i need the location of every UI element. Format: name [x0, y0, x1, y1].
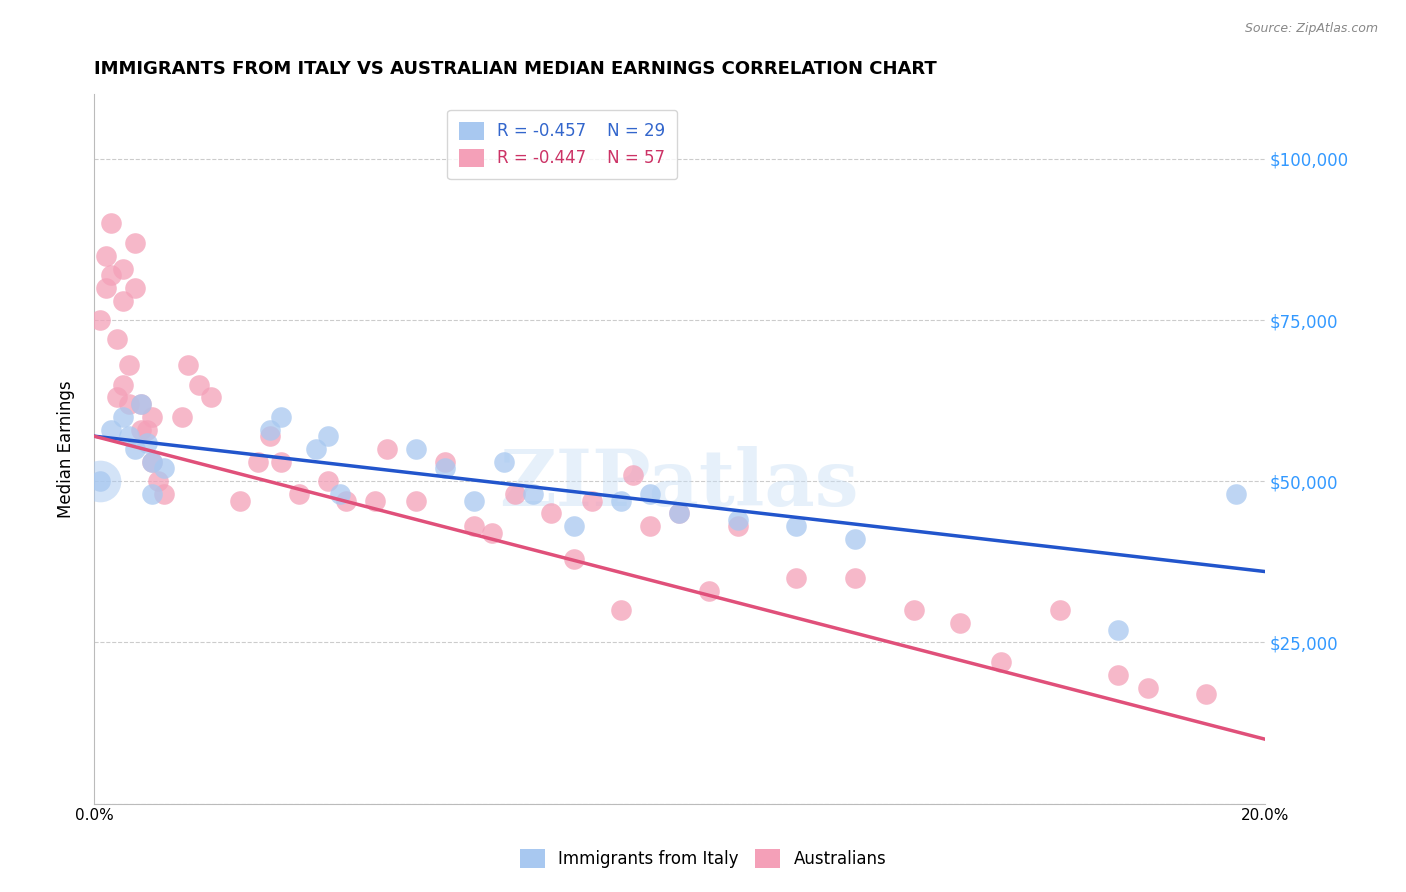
Point: [405, 493, 427, 508]
Point: [153, 487, 176, 501]
Point: [100, 423, 122, 437]
Point: [141, 455, 163, 469]
Point: [562, 519, 585, 533]
Point: [405, 442, 427, 456]
Point: [118, 397, 141, 411]
Point: [610, 603, 633, 617]
Point: [844, 533, 866, 547]
Point: [727, 519, 749, 533]
Point: [89, 313, 111, 327]
Point: [100, 268, 122, 282]
Point: [335, 493, 357, 508]
Point: [176, 358, 198, 372]
Point: [329, 487, 352, 501]
Point: [89, 475, 111, 489]
Point: [246, 455, 269, 469]
Point: [188, 377, 211, 392]
Point: [270, 409, 292, 424]
Point: [668, 507, 690, 521]
Point: [785, 519, 807, 533]
Point: [463, 493, 485, 508]
Point: [316, 429, 339, 443]
Point: [1107, 623, 1129, 637]
Point: [288, 487, 311, 501]
Point: [434, 455, 457, 469]
Point: [153, 461, 176, 475]
Point: [129, 423, 152, 437]
Point: [112, 409, 135, 424]
Point: [94, 281, 117, 295]
Point: [129, 397, 152, 411]
Point: [1195, 687, 1218, 701]
Point: [505, 487, 527, 501]
Point: [638, 487, 661, 501]
Point: [844, 571, 866, 585]
Point: [124, 442, 146, 456]
Point: [89, 475, 111, 489]
Point: [148, 475, 170, 489]
Point: [1225, 487, 1247, 501]
Point: [129, 397, 152, 411]
Point: [364, 493, 387, 508]
Point: [727, 513, 749, 527]
Point: [135, 423, 157, 437]
Point: [259, 423, 281, 437]
Point: [200, 391, 222, 405]
Point: [170, 409, 193, 424]
Point: [94, 249, 117, 263]
Point: [668, 507, 690, 521]
Point: [481, 525, 503, 540]
Point: [112, 261, 135, 276]
Point: [949, 616, 972, 631]
Point: [112, 293, 135, 308]
Point: [562, 551, 585, 566]
Point: [135, 435, 157, 450]
Legend: Immigrants from Italy, Australians: Immigrants from Italy, Australians: [513, 843, 893, 875]
Point: [105, 391, 128, 405]
Point: [259, 429, 281, 443]
Text: IMMIGRANTS FROM ITALY VS AUSTRALIAN MEDIAN EARNINGS CORRELATION CHART: IMMIGRANTS FROM ITALY VS AUSTRALIAN MEDI…: [94, 60, 936, 78]
Point: [270, 455, 292, 469]
Point: [124, 235, 146, 250]
Point: [141, 487, 163, 501]
Point: [100, 216, 122, 230]
Point: [697, 583, 720, 598]
Point: [785, 571, 807, 585]
Point: [463, 519, 485, 533]
Text: Source: ZipAtlas.com: Source: ZipAtlas.com: [1244, 22, 1378, 36]
Point: [112, 377, 135, 392]
Point: [141, 455, 163, 469]
Y-axis label: Median Earnings: Median Earnings: [58, 380, 75, 518]
Point: [1107, 667, 1129, 681]
Point: [621, 467, 644, 482]
Point: [316, 475, 339, 489]
Point: [141, 409, 163, 424]
Point: [903, 603, 925, 617]
Point: [581, 493, 603, 508]
Legend: R = -0.457    N = 29, R = -0.447    N = 57: R = -0.457 N = 29, R = -0.447 N = 57: [447, 110, 678, 179]
Point: [118, 429, 141, 443]
Point: [638, 519, 661, 533]
Point: [124, 281, 146, 295]
Point: [610, 493, 633, 508]
Point: [375, 442, 398, 456]
Point: [1049, 603, 1071, 617]
Point: [990, 655, 1012, 669]
Point: [118, 358, 141, 372]
Point: [305, 442, 328, 456]
Point: [229, 493, 252, 508]
Point: [434, 461, 457, 475]
Point: [522, 487, 544, 501]
Point: [540, 507, 562, 521]
Point: [492, 455, 515, 469]
Point: [1136, 681, 1159, 695]
Text: ZIPatlas: ZIPatlas: [499, 447, 859, 523]
Point: [105, 333, 128, 347]
